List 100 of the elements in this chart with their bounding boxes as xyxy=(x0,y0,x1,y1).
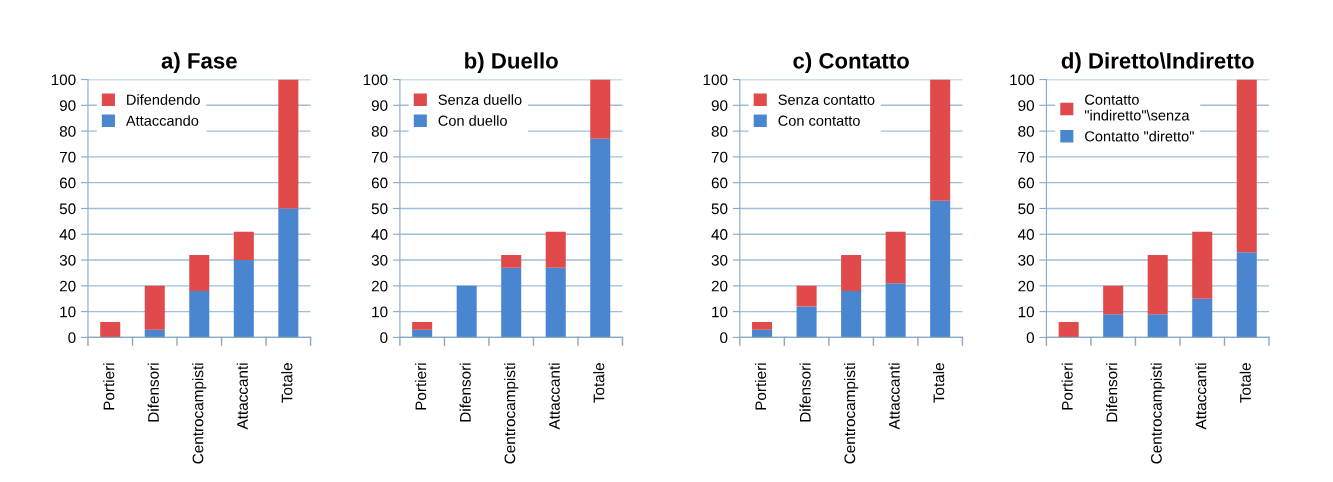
bar xyxy=(189,290,210,338)
y-tick-label: 50 xyxy=(59,203,76,215)
legend-label: Contatto "diretto" xyxy=(1085,130,1194,142)
y-tick-label: 70 xyxy=(711,151,728,163)
x-tick-label: Centrocampisti xyxy=(192,363,207,464)
y-tick-label: 90 xyxy=(1018,100,1034,111)
bar xyxy=(841,254,862,291)
bar xyxy=(930,200,951,338)
legend-label: Contatto "indiretto"\senza xyxy=(1084,94,1190,121)
bar xyxy=(189,254,210,291)
bar xyxy=(796,285,817,307)
bar xyxy=(1147,314,1168,338)
bar xyxy=(590,79,611,139)
legend-label: Senza duello xyxy=(438,94,522,105)
x-tick-label: Difensori xyxy=(147,363,159,422)
y-tick-label: 70 xyxy=(371,151,388,163)
y-tick-label: 100 xyxy=(703,74,728,86)
y-tick-label: 0 xyxy=(720,332,728,344)
y-tick-label: 30 xyxy=(371,254,388,266)
bar xyxy=(590,138,611,338)
bar xyxy=(930,79,951,201)
bar xyxy=(752,321,773,330)
y-tick-label: 0 xyxy=(1026,332,1034,344)
bar xyxy=(1103,285,1124,315)
bar xyxy=(233,231,254,261)
y-tick-label: 10 xyxy=(1018,306,1034,318)
y-tick-label: 50 xyxy=(371,203,388,215)
chart-title: c) Contatto xyxy=(793,52,909,74)
x-tick-label: Attaccanti xyxy=(548,363,560,430)
bar xyxy=(545,267,566,338)
bar xyxy=(752,329,773,338)
y-tick-label: 70 xyxy=(59,151,76,163)
y-tick-label: 100 xyxy=(51,74,76,86)
y-tick-label: 70 xyxy=(1018,151,1034,163)
x-tick-label: Portieri xyxy=(415,363,427,410)
y-tick-label: 40 xyxy=(371,229,388,240)
y-tick-label: 20 xyxy=(59,280,76,292)
x-tick-label: Centrocampisti xyxy=(1150,363,1165,464)
y-tick-label: 20 xyxy=(1018,280,1034,292)
bar xyxy=(100,321,121,338)
bar xyxy=(545,231,566,268)
bar xyxy=(1192,298,1213,338)
y-tick-label: 40 xyxy=(1017,229,1034,240)
x-tick-label: Portieri xyxy=(103,363,115,410)
bar xyxy=(1147,254,1168,315)
y-tick-label: 40 xyxy=(59,229,76,240)
y-tick-label: 20 xyxy=(371,280,388,292)
y-tick-label: 80 xyxy=(711,125,728,137)
bar xyxy=(233,260,254,338)
bar xyxy=(1103,314,1124,338)
x-tick-label: Difensori xyxy=(459,363,471,422)
y-tick-label: 30 xyxy=(1018,254,1034,266)
y-tick-label: 100 xyxy=(1010,74,1034,86)
bar xyxy=(1192,231,1213,299)
legend-label: Con duello xyxy=(438,115,507,126)
bar xyxy=(796,306,817,338)
bar xyxy=(841,290,862,338)
x-tick-label: Totale xyxy=(281,363,293,403)
y-tick-label: 100 xyxy=(363,74,388,86)
chart-title: d) Diretto\Indiretto xyxy=(1061,52,1254,74)
y-tick-label: 90 xyxy=(371,100,388,111)
bar xyxy=(456,285,477,338)
y-tick-label: 90 xyxy=(711,100,728,111)
y-tick-label: 80 xyxy=(59,125,76,137)
bar xyxy=(144,329,165,338)
x-tick-label: Centrocampisti xyxy=(504,363,519,464)
y-tick-label: 90 xyxy=(59,100,76,111)
bar xyxy=(501,267,522,338)
y-tick-label: 60 xyxy=(59,177,76,189)
x-tick-label: Attaccanti xyxy=(888,363,900,430)
bar xyxy=(278,79,299,209)
y-tick-label: 0 xyxy=(68,332,76,344)
bar xyxy=(144,285,165,330)
y-tick-label: 10 xyxy=(712,306,728,318)
chart-title: b) Duello xyxy=(465,52,558,74)
bar xyxy=(278,208,299,338)
bar xyxy=(885,231,906,284)
y-tick-label: 30 xyxy=(59,254,76,266)
x-tick-label: Attaccanti xyxy=(236,363,248,430)
x-tick-label: Attaccanti xyxy=(1195,363,1207,430)
legend-label: Senza contatto xyxy=(778,94,875,105)
bar xyxy=(1236,79,1257,253)
y-tick-label: 50 xyxy=(1018,203,1034,215)
x-tick-label: Difensori xyxy=(799,363,811,422)
bar xyxy=(885,283,906,338)
legend-label: Con contatto xyxy=(778,115,860,126)
x-tick-label: Centrocampisti xyxy=(844,363,859,464)
bar xyxy=(412,329,433,338)
chart-title: a) Fase xyxy=(161,52,237,74)
x-tick-label: Totale xyxy=(933,363,945,403)
legend-label: Attaccando xyxy=(125,115,199,126)
x-tick-label: Difensori xyxy=(1106,363,1118,422)
y-tick-label: 60 xyxy=(711,177,728,189)
x-tick-label: Portieri xyxy=(1061,363,1073,410)
y-tick-label: 0 xyxy=(380,332,388,344)
bar xyxy=(1058,321,1079,338)
bar xyxy=(412,321,433,330)
y-tick-label: 60 xyxy=(371,177,388,189)
y-tick-label: 10 xyxy=(60,306,76,318)
y-tick-label: 20 xyxy=(711,280,728,292)
